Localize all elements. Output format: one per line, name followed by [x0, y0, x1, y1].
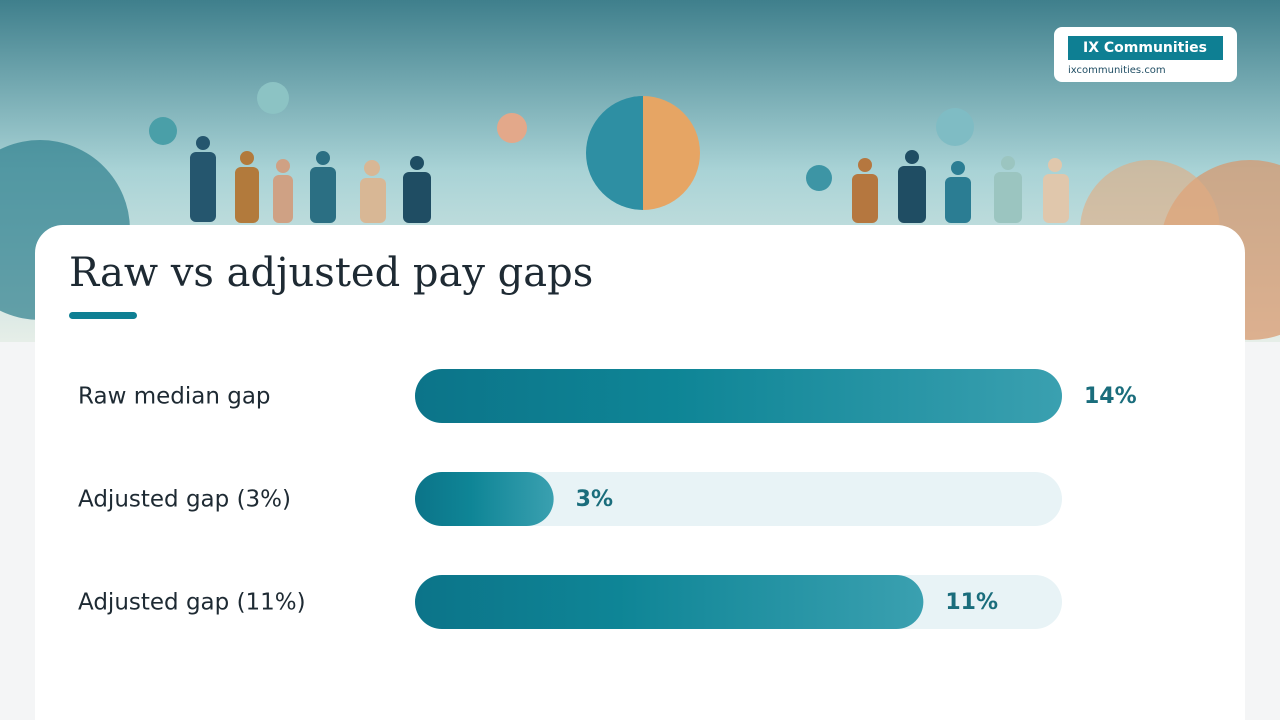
category-label: Adjusted gap (3%) — [78, 487, 291, 513]
bar — [415, 472, 554, 526]
people-illustration — [190, 136, 1069, 223]
bar — [415, 369, 1062, 423]
category-label: Raw median gap — [78, 384, 271, 410]
category-label: Adjusted gap (11%) — [78, 590, 306, 616]
decor-circle — [257, 82, 289, 114]
brand-name: IX Communities — [1083, 40, 1207, 56]
bar-track — [415, 472, 1062, 526]
decor-circle — [806, 165, 832, 191]
decor-circle — [936, 108, 974, 146]
decor-globe — [586, 96, 700, 210]
chart-title: Raw vs adjusted pay gaps — [69, 250, 593, 296]
value-label: 3% — [576, 487, 613, 512]
value-label: 14% — [1084, 384, 1137, 409]
decor-circle — [149, 117, 177, 145]
brand-url: ixcommunities.com — [1068, 65, 1166, 76]
decor-circle — [497, 113, 527, 143]
title-accent — [69, 312, 137, 319]
value-label: 11% — [945, 590, 998, 615]
bar-chart: Raw median gap 14% Adjusted gap (3%) 3% Adju… — [78, 369, 1137, 629]
bar — [415, 575, 924, 629]
brand-name-box — [1068, 36, 1223, 60]
